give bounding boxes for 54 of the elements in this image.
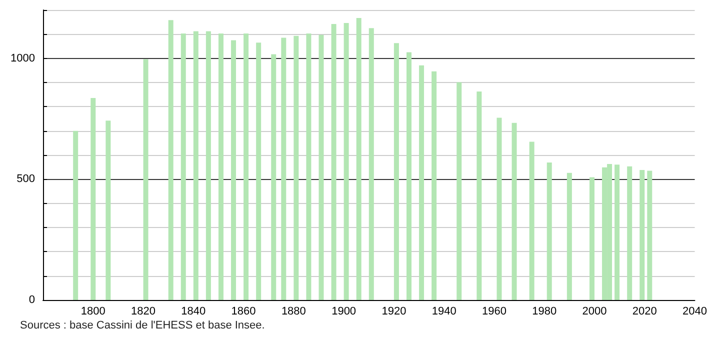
bar: [512, 122, 517, 300]
bar: [344, 23, 349, 300]
bar: [614, 164, 620, 300]
x-tick-label: 2040: [682, 306, 708, 318]
bar: [529, 142, 534, 300]
source-note: Sources : base Cassini de l'EHESS et base Insee.: [20, 320, 265, 332]
bar: [318, 34, 324, 300]
x-tick-label: 1840: [181, 306, 206, 318]
bar: [432, 71, 437, 300]
x-tick-label: 1960: [482, 306, 506, 318]
bar: [271, 54, 276, 300]
x-tick-label: 1800: [80, 306, 106, 318]
bar: [256, 42, 262, 300]
bar: [294, 36, 299, 300]
bar: [419, 65, 424, 300]
bar: [90, 98, 96, 300]
y-tick-label: 500: [16, 173, 35, 186]
bar: [640, 170, 645, 300]
bar: [306, 33, 312, 300]
x-tick-label: 1860: [231, 306, 256, 318]
bar: [193, 31, 198, 300]
bar: [73, 130, 78, 300]
bar: [331, 24, 336, 300]
bar: [627, 166, 632, 300]
bar: [281, 38, 286, 300]
y-tick-label: 1000: [10, 52, 35, 64]
bar: [106, 120, 111, 300]
bar: [394, 43, 399, 300]
x-tick-label: 1920: [382, 306, 406, 318]
bar: [168, 20, 174, 300]
bar: [143, 59, 148, 300]
x-tick-label: 2000: [582, 306, 607, 318]
x-tick-label: 1880: [281, 306, 306, 318]
x-tick-label: 1820: [131, 306, 156, 318]
bar: [231, 40, 236, 300]
bar: [566, 172, 572, 300]
x-tick-label: 1980: [532, 306, 557, 318]
bar: [456, 82, 462, 300]
bar: [476, 91, 482, 300]
bar: [218, 33, 224, 300]
bar: [647, 170, 652, 300]
x-tick-label: 2020: [632, 306, 657, 318]
bar: [356, 18, 362, 300]
y-tick-label: 0: [28, 294, 35, 306]
bar: [368, 28, 374, 300]
bar: [589, 177, 594, 300]
bar: [496, 118, 502, 300]
bar: [244, 33, 249, 300]
bar: [406, 52, 412, 300]
bar: [206, 31, 211, 300]
bar: [180, 33, 186, 300]
x-tick-label: 1940: [432, 306, 456, 318]
x-tick-label: 1900: [332, 306, 356, 318]
bar: [546, 162, 552, 300]
